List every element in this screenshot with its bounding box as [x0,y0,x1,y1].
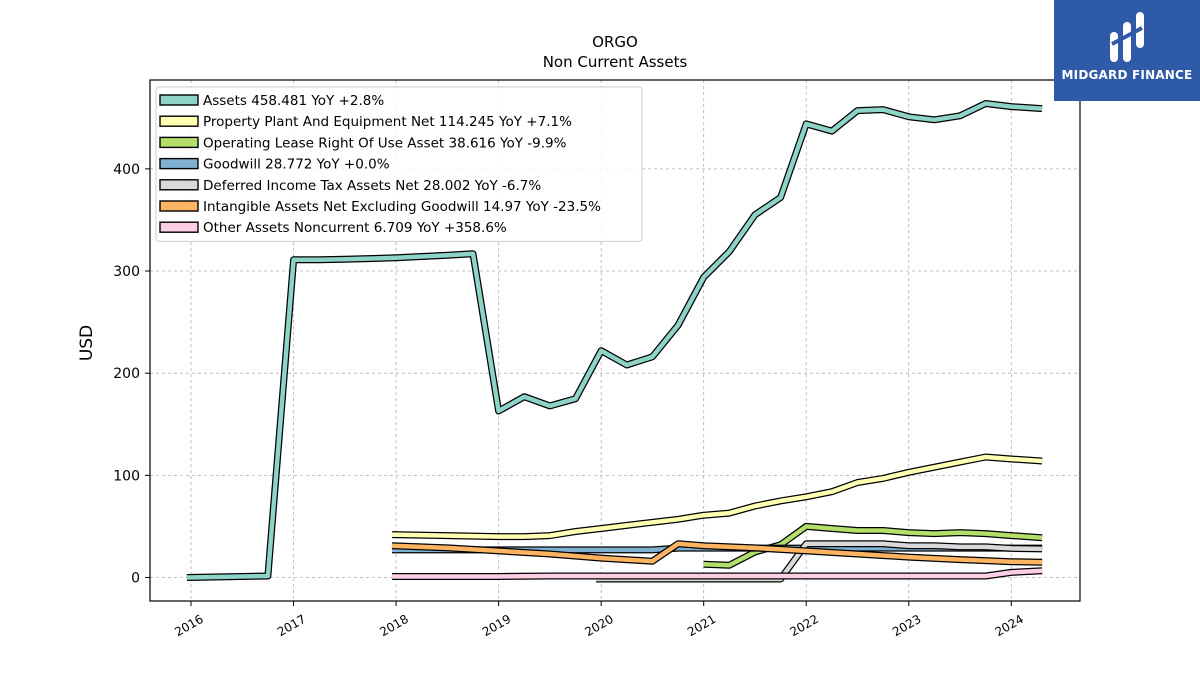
series-stroke [186,101,1043,580]
series-stroke [391,541,1043,565]
y-axis: 0 100 200 300 400 [113,162,150,587]
legend-label: Property Plant And Equipment Net 114.245… [203,114,572,130]
y-tick-label: 100 [113,468,140,484]
series-line-5 [391,540,1043,566]
series-line-1 [391,453,1043,541]
x-tick-label: 2024 [993,612,1026,639]
legend-label: Intangible Assets Net Excluding Goodwill… [203,199,601,215]
legend-label: Deferred Income Tax Assets Net 28.002 Yo… [203,178,541,194]
y-tick-label: 200 [113,366,140,382]
brand-logo: MIDGARD FINANCE [1054,0,1200,101]
x-tick-label: 2017 [275,612,308,639]
x-tick-label: 2022 [788,612,821,639]
y-axis-label: USD [77,325,97,361]
legend-swatch [159,179,199,191]
brand-name: MIDGARD FINANCE [1061,68,1193,82]
legend-box [155,86,643,242]
legend-swatch [159,200,199,212]
y-tick-label: 300 [113,264,140,280]
series-stroke [391,454,1043,539]
chart-title: ORGO [592,33,638,51]
y-tick-label: 0 [131,571,140,587]
x-tick-label: 2018 [377,612,410,639]
legend-swatch [159,157,199,170]
legend-label: Other Assets Noncurrent 6.709 YoY +358.6… [203,220,507,236]
series-stroke [392,568,1043,579]
brand-logo-icon [1110,12,1144,62]
legend-swatch [159,136,199,149]
x-tick-label: 2016 [172,612,205,639]
plot-lines [186,100,1043,583]
legend-label: Assets 458.481 YoY +2.8% [203,93,384,109]
plot-frame [149,79,1081,602]
legend-swatch [159,94,199,106]
legend-swatch [159,221,199,233]
x-tick-label: 2023 [890,612,923,639]
y-tick-label: 400 [113,162,140,178]
legend-swatch [159,115,199,127]
x-tick-label: 2020 [582,612,615,639]
legend-label: Goodwill 28.772 YoY +0.0% [203,157,390,173]
legend-label: Operating Lease Right Of Use Asset 38.61… [203,135,567,151]
x-axis: 2016 2017 2018 2019 2020 2021 2022 2023 2024 [172,601,1026,639]
chart-subtitle: Non Current Assets [543,53,688,71]
series-line-6 [392,567,1043,580]
legend: Assets 458.481 YoY +2.8% Property Plant A… [155,86,643,242]
x-tick-label: 2019 [480,612,513,639]
series-line-0 [186,100,1043,581]
x-tick-label: 2021 [685,612,718,639]
series-outline [391,453,1043,541]
